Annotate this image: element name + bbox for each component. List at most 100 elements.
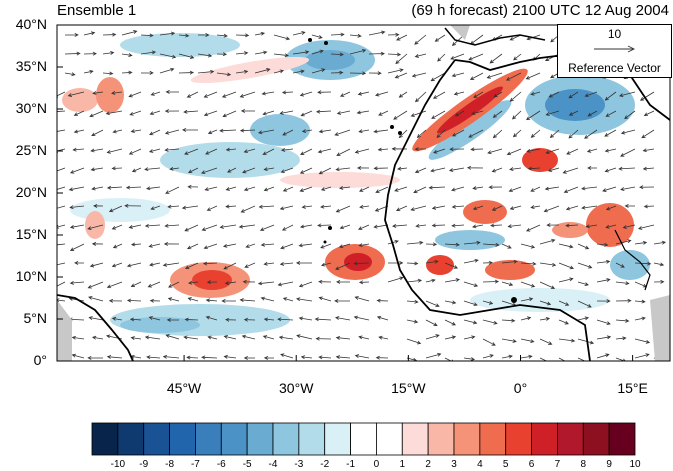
wind-vector <box>530 205 541 209</box>
wind-vector <box>525 110 541 121</box>
wind-vector <box>184 262 199 270</box>
wind-vector <box>454 110 465 117</box>
wind-vector <box>186 243 199 250</box>
colorbar-tick-label: -5 <box>242 459 252 470</box>
wind-vector <box>204 186 218 192</box>
wind-vector <box>596 335 612 340</box>
wind-vector <box>111 316 123 321</box>
wind-vector <box>315 109 332 114</box>
wind-vector <box>216 72 232 77</box>
wind-vector <box>406 299 419 304</box>
wind-vector <box>336 110 351 115</box>
wind-vector <box>112 129 123 134</box>
wind-vector <box>634 316 646 321</box>
wind-vector <box>596 242 609 247</box>
wind-vector <box>368 71 382 76</box>
wind-vector <box>602 186 617 192</box>
wind-vector <box>434 34 446 42</box>
wind-vector <box>201 167 218 174</box>
wind-vector <box>241 334 256 340</box>
wind-vector <box>262 110 275 116</box>
wind-vector <box>463 319 478 325</box>
anomaly-patch <box>96 77 124 113</box>
wind-vector <box>57 281 66 287</box>
wind-vector <box>112 243 123 249</box>
wind-vector <box>596 353 610 359</box>
wind-vector <box>90 148 104 153</box>
wind-vector <box>69 243 85 251</box>
wind-vector <box>539 300 552 306</box>
wind-vector <box>205 315 218 321</box>
wind-vector <box>512 110 522 120</box>
wind-vector <box>463 281 479 287</box>
wind-vector <box>444 278 461 283</box>
wind-vector <box>223 354 237 359</box>
wind-vector <box>558 357 566 361</box>
reference-vector-legend: 10 Reference Vector <box>557 24 672 78</box>
wind-vector <box>415 223 427 228</box>
wind-vector <box>406 319 419 324</box>
wind-vector <box>57 186 66 190</box>
wind-vector <box>148 148 161 153</box>
colorbar-tick-label: 4 <box>477 459 483 470</box>
island-marker <box>323 240 327 244</box>
colorbar-swatch <box>195 422 222 456</box>
wind-vector <box>376 298 389 303</box>
colorbar-tick-label: -8 <box>165 459 175 470</box>
wind-vector <box>558 300 570 306</box>
wind-vector <box>68 186 85 192</box>
wind-vector <box>615 336 627 341</box>
wind-vector <box>358 335 370 340</box>
wind-vector <box>354 148 370 154</box>
wind-vector <box>318 296 332 302</box>
wind-vector <box>148 243 161 248</box>
wind-vector <box>558 262 575 270</box>
wind-vector <box>615 239 632 245</box>
wind-vector <box>258 204 275 209</box>
anomaly-patch <box>305 50 355 70</box>
wind-vector <box>414 147 427 151</box>
wind-vector <box>395 205 408 212</box>
wind-vector <box>587 110 598 117</box>
colorbar-tick-label: -6 <box>216 459 226 470</box>
wind-vector <box>164 109 180 114</box>
wind-vector <box>64 51 81 56</box>
wind-vector <box>197 53 213 58</box>
wind-vector <box>642 148 655 153</box>
wind-vector <box>641 129 655 139</box>
colorbar-tick-label: 10 <box>629 459 641 470</box>
anomaly-patch <box>428 100 512 160</box>
lon-label: 15°W <box>391 380 426 396</box>
wind-vector <box>183 109 199 114</box>
wind-vector <box>398 129 408 139</box>
wind-vector <box>509 205 522 211</box>
wind-vector <box>292 31 306 36</box>
wind-vector <box>83 51 97 56</box>
wind-vector <box>216 33 228 38</box>
wind-vector <box>225 204 237 209</box>
wind-vector <box>227 167 237 173</box>
wind-vector <box>618 166 636 171</box>
wind-vector <box>279 110 294 115</box>
wind-vector <box>178 53 195 59</box>
wind-vector <box>87 355 104 360</box>
wind-vector <box>615 298 632 303</box>
colorbar-tick-label: -4 <box>268 459 278 470</box>
wind-vector <box>301 129 313 133</box>
island-marker <box>390 125 394 129</box>
wind-vector <box>545 110 560 116</box>
wind-vector <box>615 318 630 323</box>
wind-vector <box>202 261 218 266</box>
island-marker <box>308 38 312 42</box>
wind-vector <box>568 110 579 116</box>
wind-vector <box>167 204 180 209</box>
wind-vector <box>577 338 595 345</box>
wind-vector <box>73 129 85 134</box>
colorbar-swatch <box>117 422 145 456</box>
wind-vector <box>444 300 457 305</box>
wind-vector <box>577 316 590 321</box>
wind-vector <box>387 276 404 283</box>
reference-vector-value: 10 <box>607 27 622 41</box>
wind-vector <box>406 338 422 345</box>
wind-vector <box>223 262 237 270</box>
